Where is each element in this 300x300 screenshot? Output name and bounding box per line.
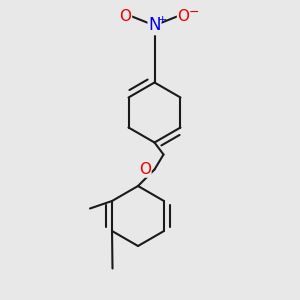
Text: −: −: [188, 5, 199, 19]
Text: N: N: [148, 16, 161, 34]
Text: O: O: [178, 9, 190, 24]
Text: +: +: [157, 15, 167, 25]
Text: O: O: [139, 162, 151, 177]
Text: O: O: [119, 9, 131, 24]
